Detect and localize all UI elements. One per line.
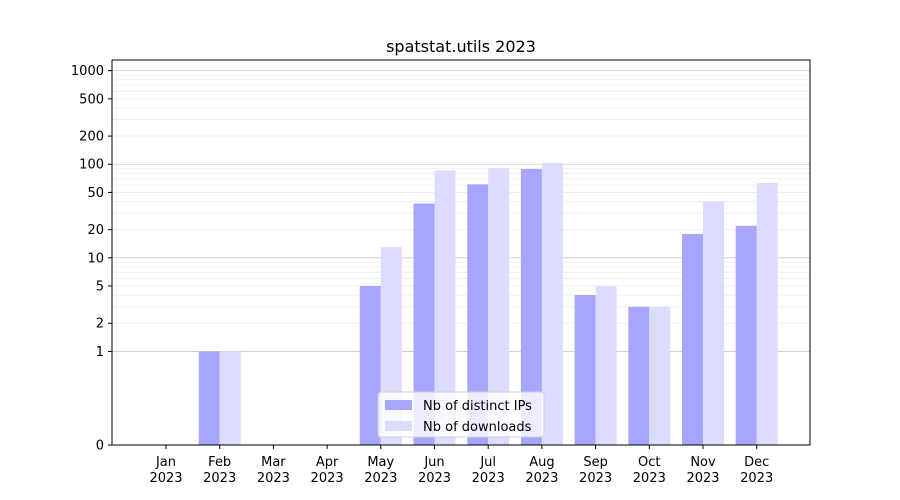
bar-distinct-ips (413, 203, 435, 445)
y-tick-label: 1000 (71, 64, 104, 79)
bar-downloads (649, 306, 671, 445)
x-tick-label-month: Apr (316, 455, 339, 470)
x-tick-label-year: 2023 (418, 471, 451, 486)
y-tick-label: 20 (87, 223, 104, 238)
legend-swatch (385, 400, 412, 410)
bar-downloads (434, 170, 456, 445)
x-tick-label-month: Jul (479, 455, 496, 470)
x-tick-label-month: Feb (208, 455, 231, 470)
x-tick-label-year: 2023 (579, 471, 612, 486)
bar-distinct-ips (735, 225, 757, 445)
chart-title: spatstat.utils 2023 (386, 37, 536, 56)
bar-distinct-ips (359, 286, 381, 445)
x-tick-label-year: 2023 (364, 471, 397, 486)
x-tick-label-month: Dec (744, 455, 769, 470)
x-axis: Jan2023Feb2023Mar2023Apr2023May2023Jun20… (149, 445, 773, 486)
bar-downloads (219, 351, 241, 445)
y-tick-label: 2 (96, 317, 104, 332)
legend-box (377, 391, 545, 438)
bar-downloads (488, 168, 510, 445)
bar-downloads (756, 183, 778, 446)
x-tick-label-year: 2023 (472, 471, 505, 486)
bar-downloads (595, 286, 617, 445)
x-tick-label-year: 2023 (686, 471, 719, 486)
legend-swatch (385, 421, 412, 431)
y-tick-label: 5 (96, 280, 104, 295)
y-tick-label: 500 (79, 92, 104, 107)
y-tick-label: 10 (87, 251, 104, 266)
x-tick-label-year: 2023 (203, 471, 236, 486)
x-tick-label-year: 2023 (633, 471, 666, 486)
plot-frame (111, 59, 811, 446)
bar-distinct-ips (520, 168, 542, 445)
x-tick-label-month: Jan (155, 455, 176, 470)
bar-distinct-ips (574, 295, 596, 445)
legend-label: Nb of distinct IPs (423, 399, 532, 414)
x-tick-label-year: 2023 (257, 471, 290, 486)
x-tick-label-month: Mar (261, 455, 286, 470)
x-tick-label-month: Nov (690, 455, 716, 470)
x-tick-label-month: Aug (529, 455, 554, 470)
x-tick-label-year: 2023 (525, 471, 558, 486)
bar-distinct-ips (628, 306, 650, 445)
bar-distinct-ips (198, 351, 220, 445)
legend-label: Nb of downloads (423, 420, 532, 435)
bar-downloads (541, 163, 563, 445)
legend: Nb of distinct IPs Nb of downloads (377, 391, 545, 438)
x-tick-label-month: Oct (638, 455, 660, 470)
x-tick-label-month: Jun (423, 455, 444, 470)
y-axis: 0 1 2 5 10 20 50 100 200 500 1000 (71, 64, 112, 454)
x-tick-label-year: 2023 (740, 471, 773, 486)
y-tick-label: 1 (96, 345, 104, 360)
x-tick-label-month: May (367, 455, 394, 470)
x-tick-label-year: 2023 (149, 471, 182, 486)
x-tick-label-year: 2023 (311, 471, 344, 486)
y-tick-label: 200 (79, 130, 104, 145)
bars (198, 163, 778, 446)
x-tick-label-month: Sep (583, 455, 608, 470)
y-tick-label: 100 (79, 158, 104, 173)
bar-distinct-ips (467, 184, 489, 445)
y-tick-label: 0 (96, 439, 104, 454)
bar-distinct-ips (682, 233, 703, 445)
bar-downloads (703, 201, 724, 445)
y-tick-label: 50 (87, 186, 104, 201)
